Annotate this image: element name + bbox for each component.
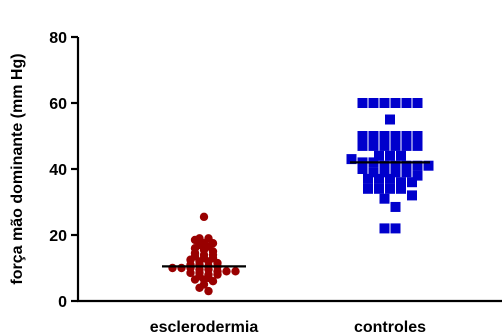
data-point-controles <box>412 170 423 181</box>
data-point-controles <box>357 164 368 174</box>
data-point-controles <box>385 183 395 194</box>
data-point-controles <box>401 140 412 151</box>
data-point-controles <box>363 183 373 194</box>
data-point-controles <box>357 140 368 151</box>
data-point-controles <box>379 167 390 178</box>
data-point-controles <box>401 160 412 171</box>
data-point-controles <box>390 223 401 234</box>
data-point-controles <box>357 131 368 141</box>
data-point-controles <box>423 160 434 171</box>
data-point-controles <box>412 140 423 151</box>
data-point-controles <box>374 183 384 194</box>
data-point-controles <box>401 131 412 141</box>
data-point-controles <box>390 131 401 141</box>
data-point-controles <box>401 98 412 108</box>
data-point-esclerodermia <box>177 263 186 273</box>
category-label-group: esclerodermia controles <box>150 319 426 336</box>
data-point-esclerodermia <box>195 234 204 243</box>
data-point-controles <box>412 160 423 171</box>
data-point-controles <box>363 173 373 184</box>
data-point-controles <box>379 160 390 171</box>
data-point-controles <box>396 150 406 161</box>
data-point-controles <box>374 173 384 184</box>
data-point-esclerodermia <box>168 263 177 273</box>
data-point-controles <box>396 177 406 188</box>
data-point-controles <box>401 167 412 178</box>
y-tick-label-40: 40 <box>49 162 67 179</box>
data-point-controles <box>390 160 401 171</box>
data-point-controles <box>385 150 395 161</box>
data-point-controles <box>379 131 390 141</box>
data-point-controles <box>412 98 423 108</box>
data-point-controles <box>357 98 368 108</box>
y-tick-label-80: 80 <box>49 30 67 47</box>
y-axis-title: força mão dominante (mm Hg) <box>9 53 26 284</box>
y-tick-label-0: 0 <box>58 294 67 311</box>
data-point-controles <box>368 131 379 141</box>
category-label-controles: controles <box>354 319 426 336</box>
data-point-controles <box>390 98 401 108</box>
data-point-controles <box>385 173 395 184</box>
data-point-controles <box>379 98 390 108</box>
data-point-controles <box>379 223 390 234</box>
y-tick-label-60: 60 <box>49 96 67 113</box>
data-point-esclerodermia <box>231 267 240 276</box>
data-point-controles <box>368 98 379 108</box>
data-point-esclerodermia <box>204 234 213 243</box>
data-point-controles <box>379 140 390 151</box>
data-point-controles <box>407 177 417 188</box>
data-point-controles <box>368 140 379 151</box>
data-point-controles <box>368 167 379 178</box>
data-point-controles <box>412 131 423 141</box>
data-point-esclerodermia <box>199 212 209 222</box>
data-point-controles <box>396 183 406 194</box>
data-point-controles <box>379 193 390 204</box>
data-point-controles <box>390 140 401 151</box>
data-point-controles <box>407 190 417 201</box>
category-label-esclerodermia: esclerodermia <box>150 319 259 336</box>
data-point-esclerodermia <box>222 267 231 276</box>
data-points-group <box>168 98 434 296</box>
data-point-controles <box>374 150 384 161</box>
median-lines-group <box>162 161 430 268</box>
data-point-controles <box>385 114 395 125</box>
data-point-controles <box>390 201 401 212</box>
data-point-controles <box>346 154 357 165</box>
y-tick-label-20: 20 <box>49 228 67 245</box>
data-point-controles <box>390 167 401 178</box>
y-tick-group: 0 20 40 60 80 <box>49 30 78 311</box>
data-point-esclerodermia <box>204 286 213 296</box>
